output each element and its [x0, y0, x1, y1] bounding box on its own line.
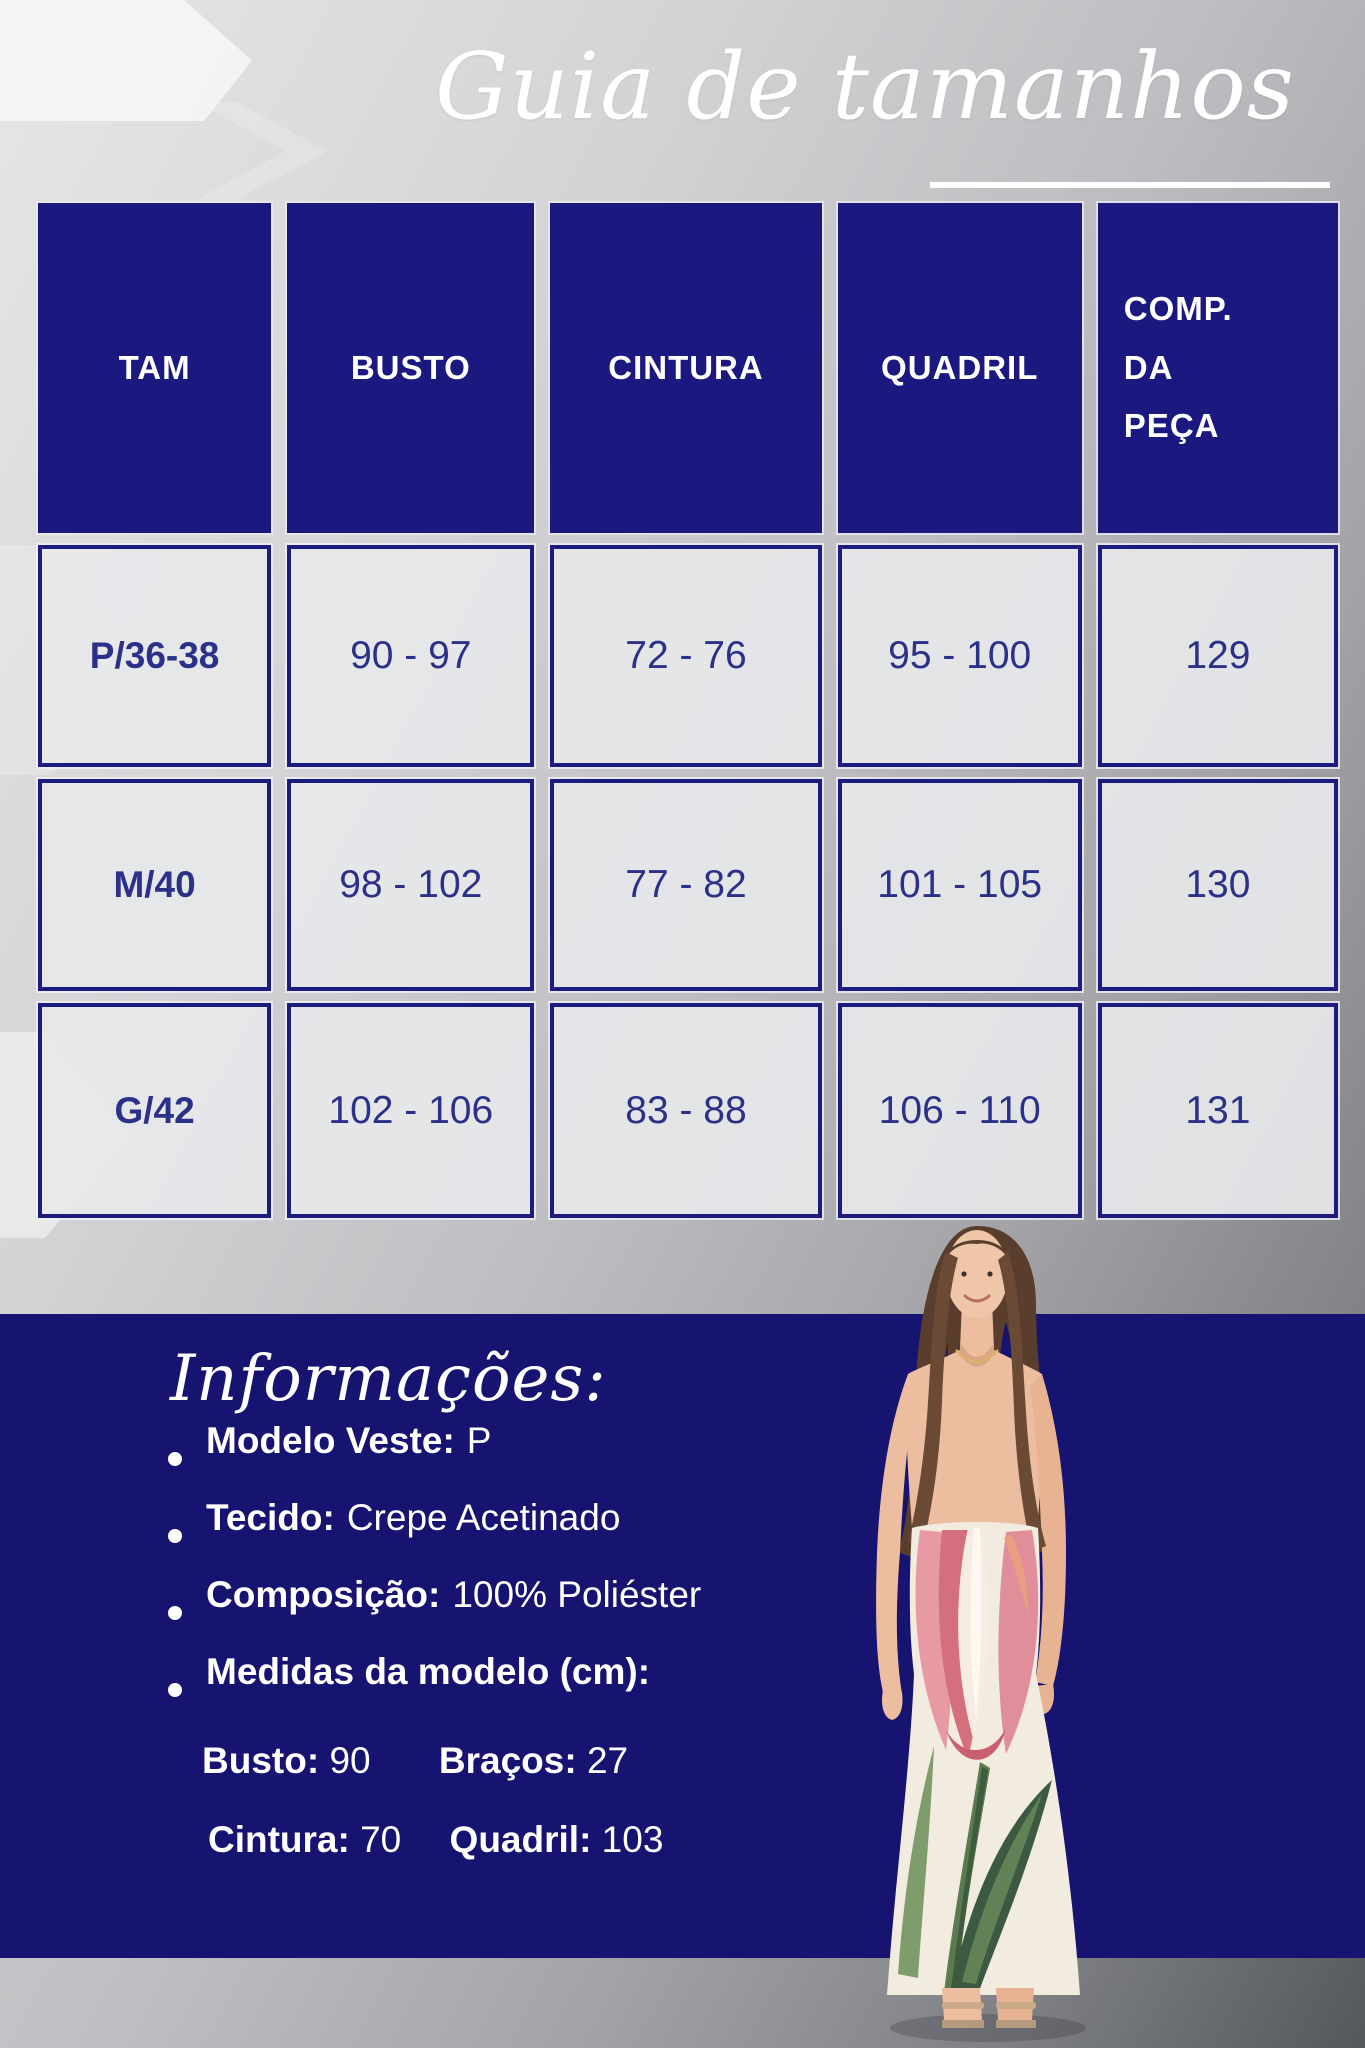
table-cell: 130 — [1097, 779, 1338, 991]
bullet-icon — [168, 1682, 182, 1697]
list-item: Composição: 100% Poliéster — [168, 1574, 701, 1651]
table-cell: 102 - 106 — [287, 1003, 535, 1218]
column-header-quadril: QUADRIL — [837, 203, 1082, 533]
table-cell-size-g: G/42 — [38, 1003, 272, 1218]
model-measurements-line: Cintura: 70 Quadril: 103 — [208, 1819, 664, 1860]
table-cell: 106 - 110 — [837, 1003, 1082, 1218]
title-underline — [930, 182, 1330, 188]
chevron-decoration — [196, 102, 328, 200]
size-table: TAM BUSTO CINTURA QUADRIL COMP. DA PEÇA … — [38, 203, 1338, 1218]
list-item: Medidas da modelo (cm): — [168, 1651, 701, 1728]
list-item: Tecido: Crepe Acetinado — [168, 1497, 701, 1574]
table-cell: 95 - 100 — [837, 545, 1082, 767]
column-header-busto: BUSTO — [287, 203, 535, 533]
table-cell: 101 - 105 — [837, 779, 1082, 991]
bullet-icon — [168, 1451, 182, 1466]
table-cell: 98 - 102 — [287, 779, 535, 991]
table-cell: 72 - 76 — [550, 545, 822, 767]
column-header-tam: TAM — [38, 203, 272, 533]
column-header-cintura: CINTURA — [550, 203, 822, 533]
bullet-icon — [168, 1528, 182, 1543]
model-photo — [876, 1226, 1086, 2042]
table-cell-size-p: P/36-38 — [38, 545, 272, 767]
table-cell: 83 - 88 — [550, 1003, 822, 1218]
info-panel: Informações: Modelo Veste: P Tecido: Cre… — [0, 1314, 1365, 1958]
table-cell: 131 — [1097, 1003, 1338, 1218]
table-cell: 77 - 82 — [550, 779, 822, 991]
table-cell: 90 - 97 — [287, 545, 535, 767]
list-item: Modelo Veste: P — [168, 1420, 701, 1497]
table-cell-size-m: M/40 — [38, 779, 272, 991]
info-list: Modelo Veste: P Tecido: Crepe Acetinado … — [168, 1420, 701, 1728]
model-measurements-line: Busto: 90 Braços: 27 — [202, 1740, 629, 1781]
bullet-icon — [168, 1605, 182, 1620]
column-header-comprimento: COMP. DA PEÇA — [1097, 203, 1338, 533]
table-cell: 129 — [1097, 545, 1338, 767]
page-title: Guia de tamanhos — [435, 33, 1295, 140]
info-heading: Informações: — [170, 1342, 607, 1416]
